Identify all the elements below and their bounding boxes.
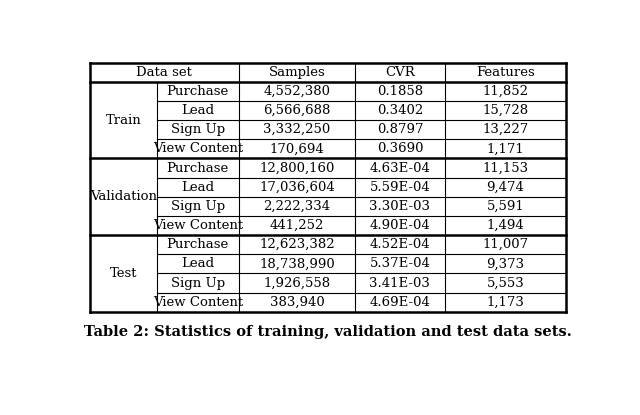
Text: Validation: Validation [90,190,157,203]
Text: Purchase: Purchase [166,161,229,175]
Text: Sign Up: Sign Up [171,276,225,290]
Text: 3.41E-03: 3.41E-03 [369,276,430,290]
Text: Purchase: Purchase [166,85,229,98]
Text: 170,694: 170,694 [269,142,324,155]
Text: 1,171: 1,171 [486,142,524,155]
Text: 4.69E-04: 4.69E-04 [369,296,430,309]
Text: 4,552,380: 4,552,380 [264,85,330,98]
Text: Train: Train [106,114,141,127]
Text: Purchase: Purchase [166,238,229,251]
Text: 4.52E-04: 4.52E-04 [370,238,430,251]
Text: Sign Up: Sign Up [171,123,225,136]
Text: 13,227: 13,227 [482,123,529,136]
Text: 5.59E-04: 5.59E-04 [369,181,430,194]
Text: Lead: Lead [181,257,214,271]
Text: 1,926,558: 1,926,558 [264,276,331,290]
Text: 9,373: 9,373 [486,257,524,271]
Text: 11,153: 11,153 [483,161,529,175]
Text: Sign Up: Sign Up [171,200,225,213]
Text: 5,591: 5,591 [486,200,524,213]
Text: Features: Features [476,66,534,79]
Text: 9,474: 9,474 [486,181,524,194]
Text: Test: Test [109,267,137,280]
Text: 383,940: 383,940 [269,296,324,309]
Text: Lead: Lead [181,104,214,117]
Text: 2,222,334: 2,222,334 [264,200,331,213]
Text: 4.90E-04: 4.90E-04 [369,219,430,232]
Text: 5,553: 5,553 [486,276,524,290]
Text: CVR: CVR [385,66,415,79]
Text: 0.1858: 0.1858 [377,85,423,98]
Text: 3.30E-03: 3.30E-03 [369,200,431,213]
Text: 3,332,250: 3,332,250 [264,123,331,136]
Text: Lead: Lead [181,181,214,194]
Text: 0.8797: 0.8797 [377,123,423,136]
Text: 11,852: 11,852 [483,85,528,98]
Text: 12,623,382: 12,623,382 [259,238,335,251]
Text: 12,800,160: 12,800,160 [259,161,335,175]
Text: View Content: View Content [153,142,243,155]
Text: View Content: View Content [153,219,243,232]
Text: 0.3690: 0.3690 [377,142,423,155]
Text: 17,036,604: 17,036,604 [259,181,335,194]
Text: 15,728: 15,728 [483,104,529,117]
Text: Data set: Data set [136,66,192,79]
Text: 5.37E-04: 5.37E-04 [369,257,430,271]
Text: 11,007: 11,007 [483,238,529,251]
Text: 4.63E-04: 4.63E-04 [369,161,430,175]
Text: 6,566,688: 6,566,688 [263,104,331,117]
Text: Samples: Samples [269,66,325,79]
Text: 441,252: 441,252 [270,219,324,232]
Text: Table 2: Statistics of training, validation and test data sets.: Table 2: Statistics of training, validat… [84,325,572,339]
Text: 18,738,990: 18,738,990 [259,257,335,271]
Text: View Content: View Content [153,296,243,309]
Text: 1,494: 1,494 [486,219,524,232]
Text: 1,173: 1,173 [486,296,524,309]
Text: 0.3402: 0.3402 [377,104,423,117]
